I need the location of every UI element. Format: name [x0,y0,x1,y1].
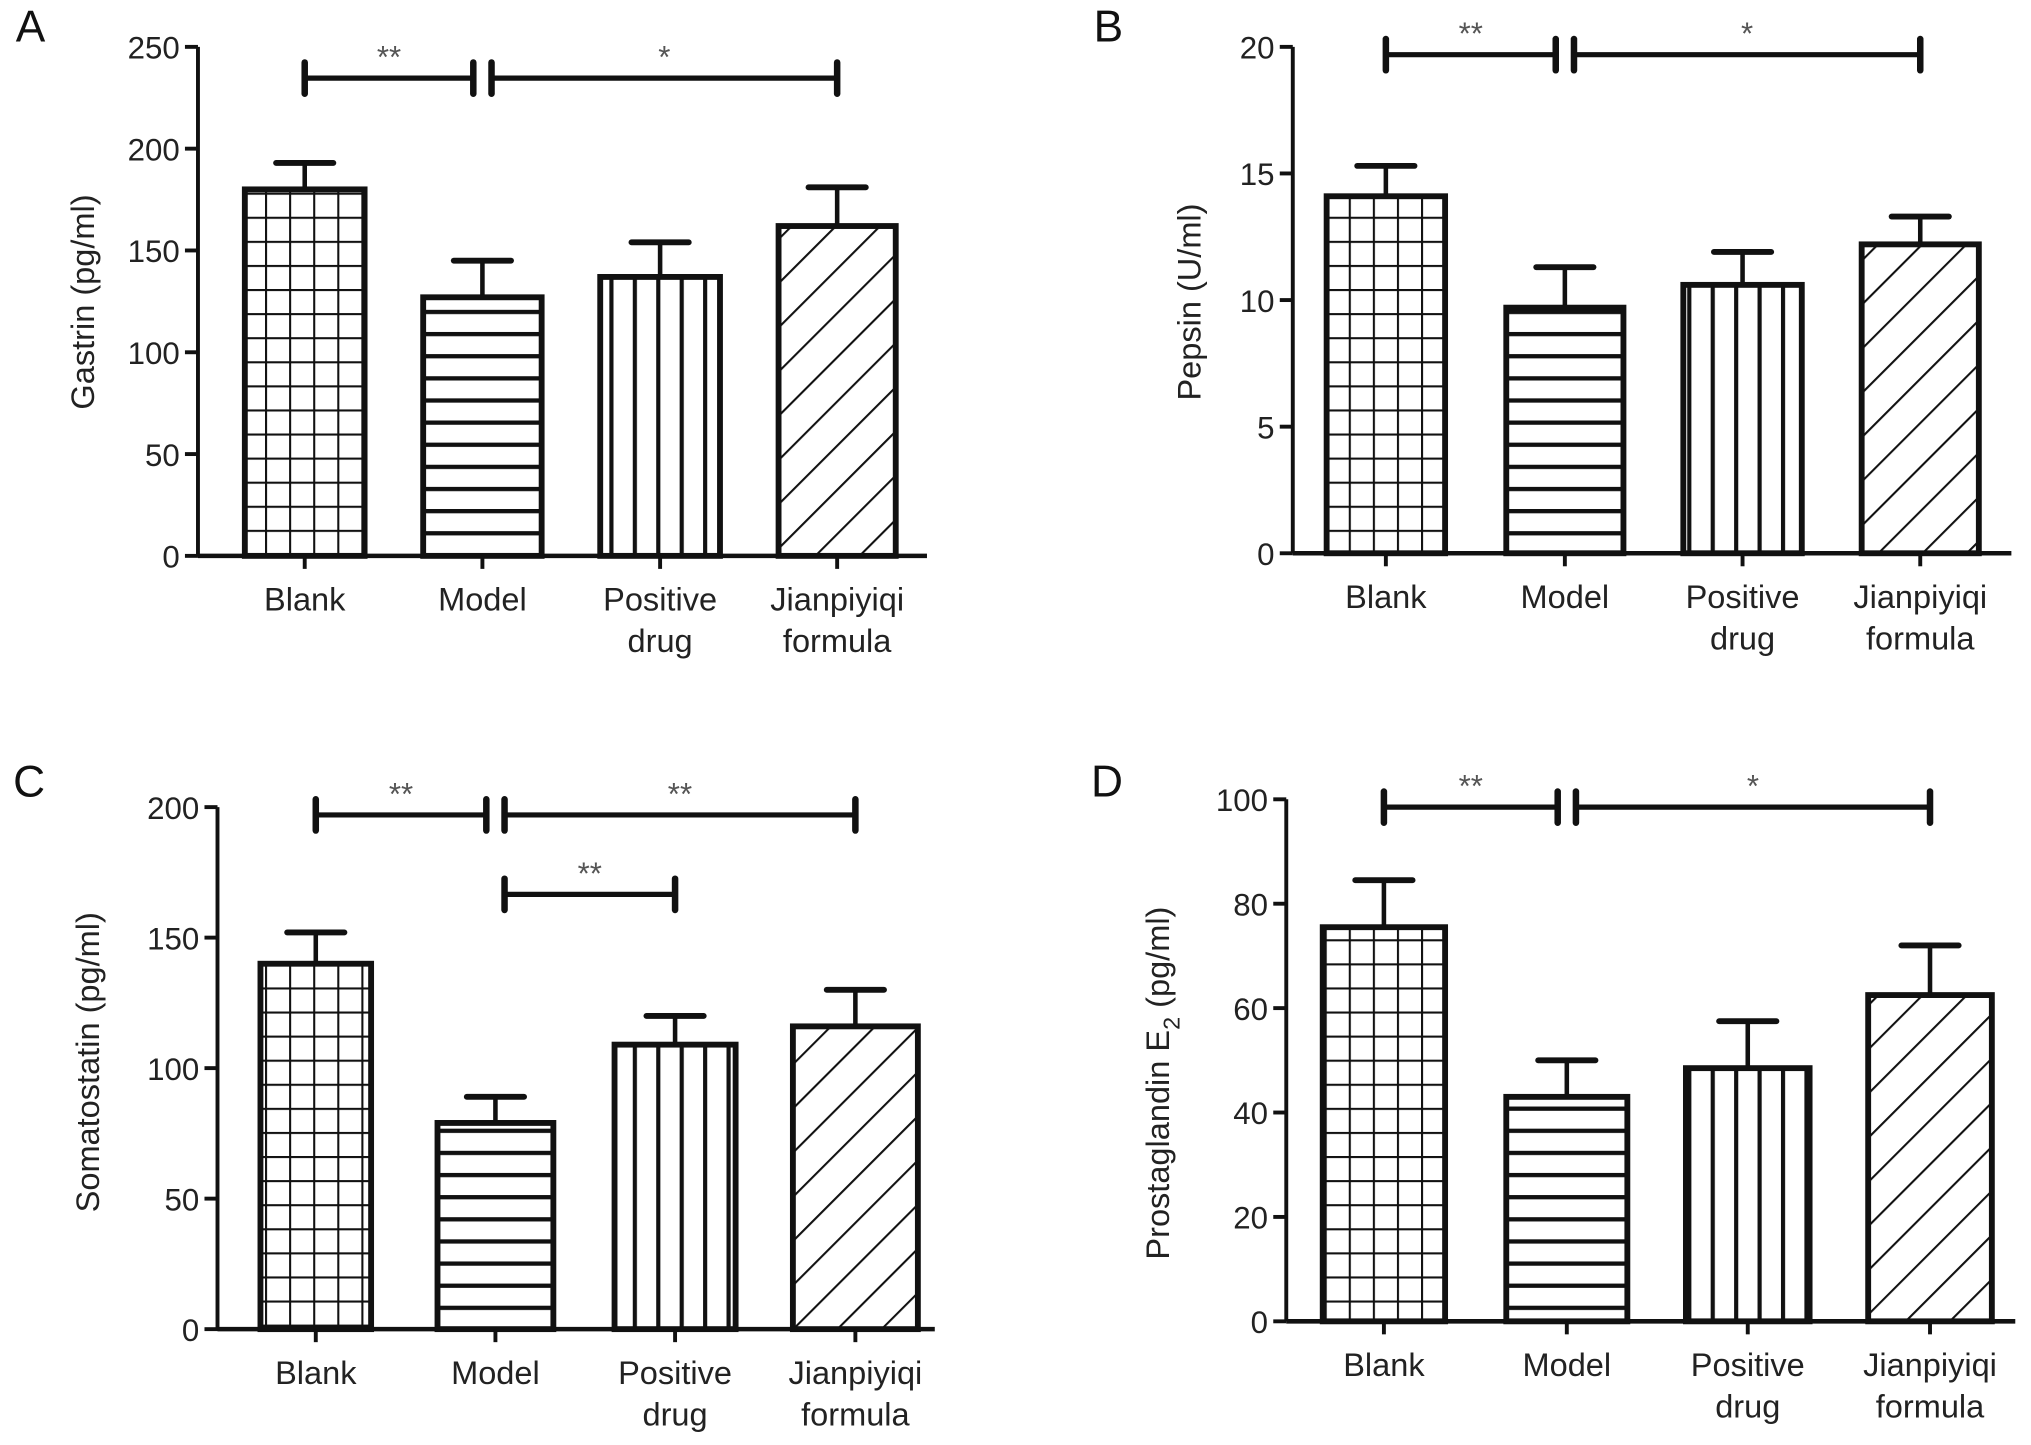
significance-label: * [1747,769,1759,804]
y-tick-label: 250 [128,31,180,66]
significance-label: * [1741,16,1753,51]
x-tick-label: formula [801,1396,910,1432]
y-axis-label: Prostaglandin E2 (pg/ml) [1140,907,1184,1260]
x-tick-label: drug [1710,621,1775,657]
y-tick-label: 20 [1233,1201,1268,1236]
y-tick-label: 5 [1257,410,1274,445]
y-tick-label: 20 [1240,31,1275,66]
y-tick-label: 0 [1251,1305,1268,1340]
x-tick-label: Jianpiyiqi [1863,1347,1997,1383]
y-tick-label: 100 [128,336,180,371]
x-tick-label: Positive [1686,579,1800,615]
bar-positive [1682,1065,1813,1325]
x-tick-label: Model [1523,1347,1612,1383]
panel-d: D 0 20 40 60 80 100 Prostaglandin E2 (pg/ml) Bla… [1091,758,2016,1425]
x-tick-label: Jianpiyiqi [770,582,904,618]
x-tick-label: Positive [1691,1347,1805,1383]
x-tick-label: Model [451,1355,540,1391]
y-axis-label: Somatostatin (pg/ml) [70,912,106,1212]
panel-label: C [13,758,45,807]
bar-model [434,1120,557,1333]
bar-model [1503,1093,1631,1325]
bar-jianpiyiqi [789,1023,921,1333]
panel-label: D [1091,758,1123,807]
x-tick-label: drug [643,1396,708,1432]
y-tick-label: 80 [1233,887,1268,922]
x-tick-label: drug [1715,1389,1780,1425]
bar-blank [257,960,375,1333]
x-tick-label: formula [1866,621,1975,657]
y-tick-label: 100 [1216,783,1268,818]
x-tick-label: Blank [1343,1347,1425,1383]
x-tick-label: Model [438,582,527,618]
x-tick-label: Positive [618,1355,732,1391]
y-tick-label: 0 [162,540,179,575]
panel-label: A [16,3,46,52]
bar-blank [241,186,368,559]
y-tick-label: 15 [1240,157,1275,192]
y-tick-label: 200 [147,791,199,826]
significance-label: * [658,40,670,75]
panel-b: B 0 5 10 15 20 Pepsin (U/ml) Blank Model Positive… [1094,3,2012,657]
y-tick-label: 50 [145,438,180,473]
bar-jianpiyiqi [1865,992,1995,1325]
bar-jianpiyiqi [1858,241,1982,557]
significance-label: ** [389,777,413,812]
x-tick-label: Blank [1345,579,1427,615]
panel-label: B [1094,3,1124,52]
significance-label: ** [668,777,692,812]
y-tick-label: 100 [147,1052,199,1087]
significance-label: ** [1459,16,1483,51]
y-tick-label: 10 [1240,284,1275,319]
x-tick-label: Blank [275,1355,357,1391]
x-tick-label: Jianpiyiqi [788,1355,922,1391]
x-tick-label: formula [783,623,892,659]
bar-jianpiyiqi [775,223,899,559]
x-tick-label: Blank [264,582,346,618]
bar-positive [597,274,723,559]
y-tick-label: 200 [128,132,180,167]
bar-blank [1323,193,1449,557]
y-tick-label: 150 [128,234,180,269]
panel-c: C 0 50 100 150 200 Somatostatin (pg/ml) Blank Mo… [13,758,935,1432]
bar-model [1503,304,1627,557]
significance-label: ** [1459,769,1483,804]
x-tick-label: drug [628,623,693,659]
bar-positive [1680,281,1805,557]
y-tick-label: 0 [182,1313,199,1348]
panel-a: A 0 50 100 150 200 250 Gastrin (pg/ml) Blank Mode… [16,3,927,659]
x-tick-label: Model [1521,579,1610,615]
significance-label: ** [578,856,602,891]
y-tick-label: 0 [1257,537,1274,572]
x-tick-label: Jianpiyiqi [1853,579,1987,615]
y-tick-label: 50 [165,1182,200,1217]
x-tick-label: Positive [603,582,717,618]
bar-blank [1319,924,1449,1325]
significance-label: ** [377,40,401,75]
bar-model [420,294,545,559]
y-tick-label: 150 [147,921,199,956]
y-tick-label: 40 [1233,1096,1268,1131]
bar-positive [611,1041,739,1333]
x-tick-label: formula [1876,1389,1985,1425]
y-axis-label: Pepsin (U/ml) [1171,204,1207,401]
y-axis-label: Gastrin (pg/ml) [65,194,101,409]
y-tick-label: 60 [1233,992,1268,1027]
